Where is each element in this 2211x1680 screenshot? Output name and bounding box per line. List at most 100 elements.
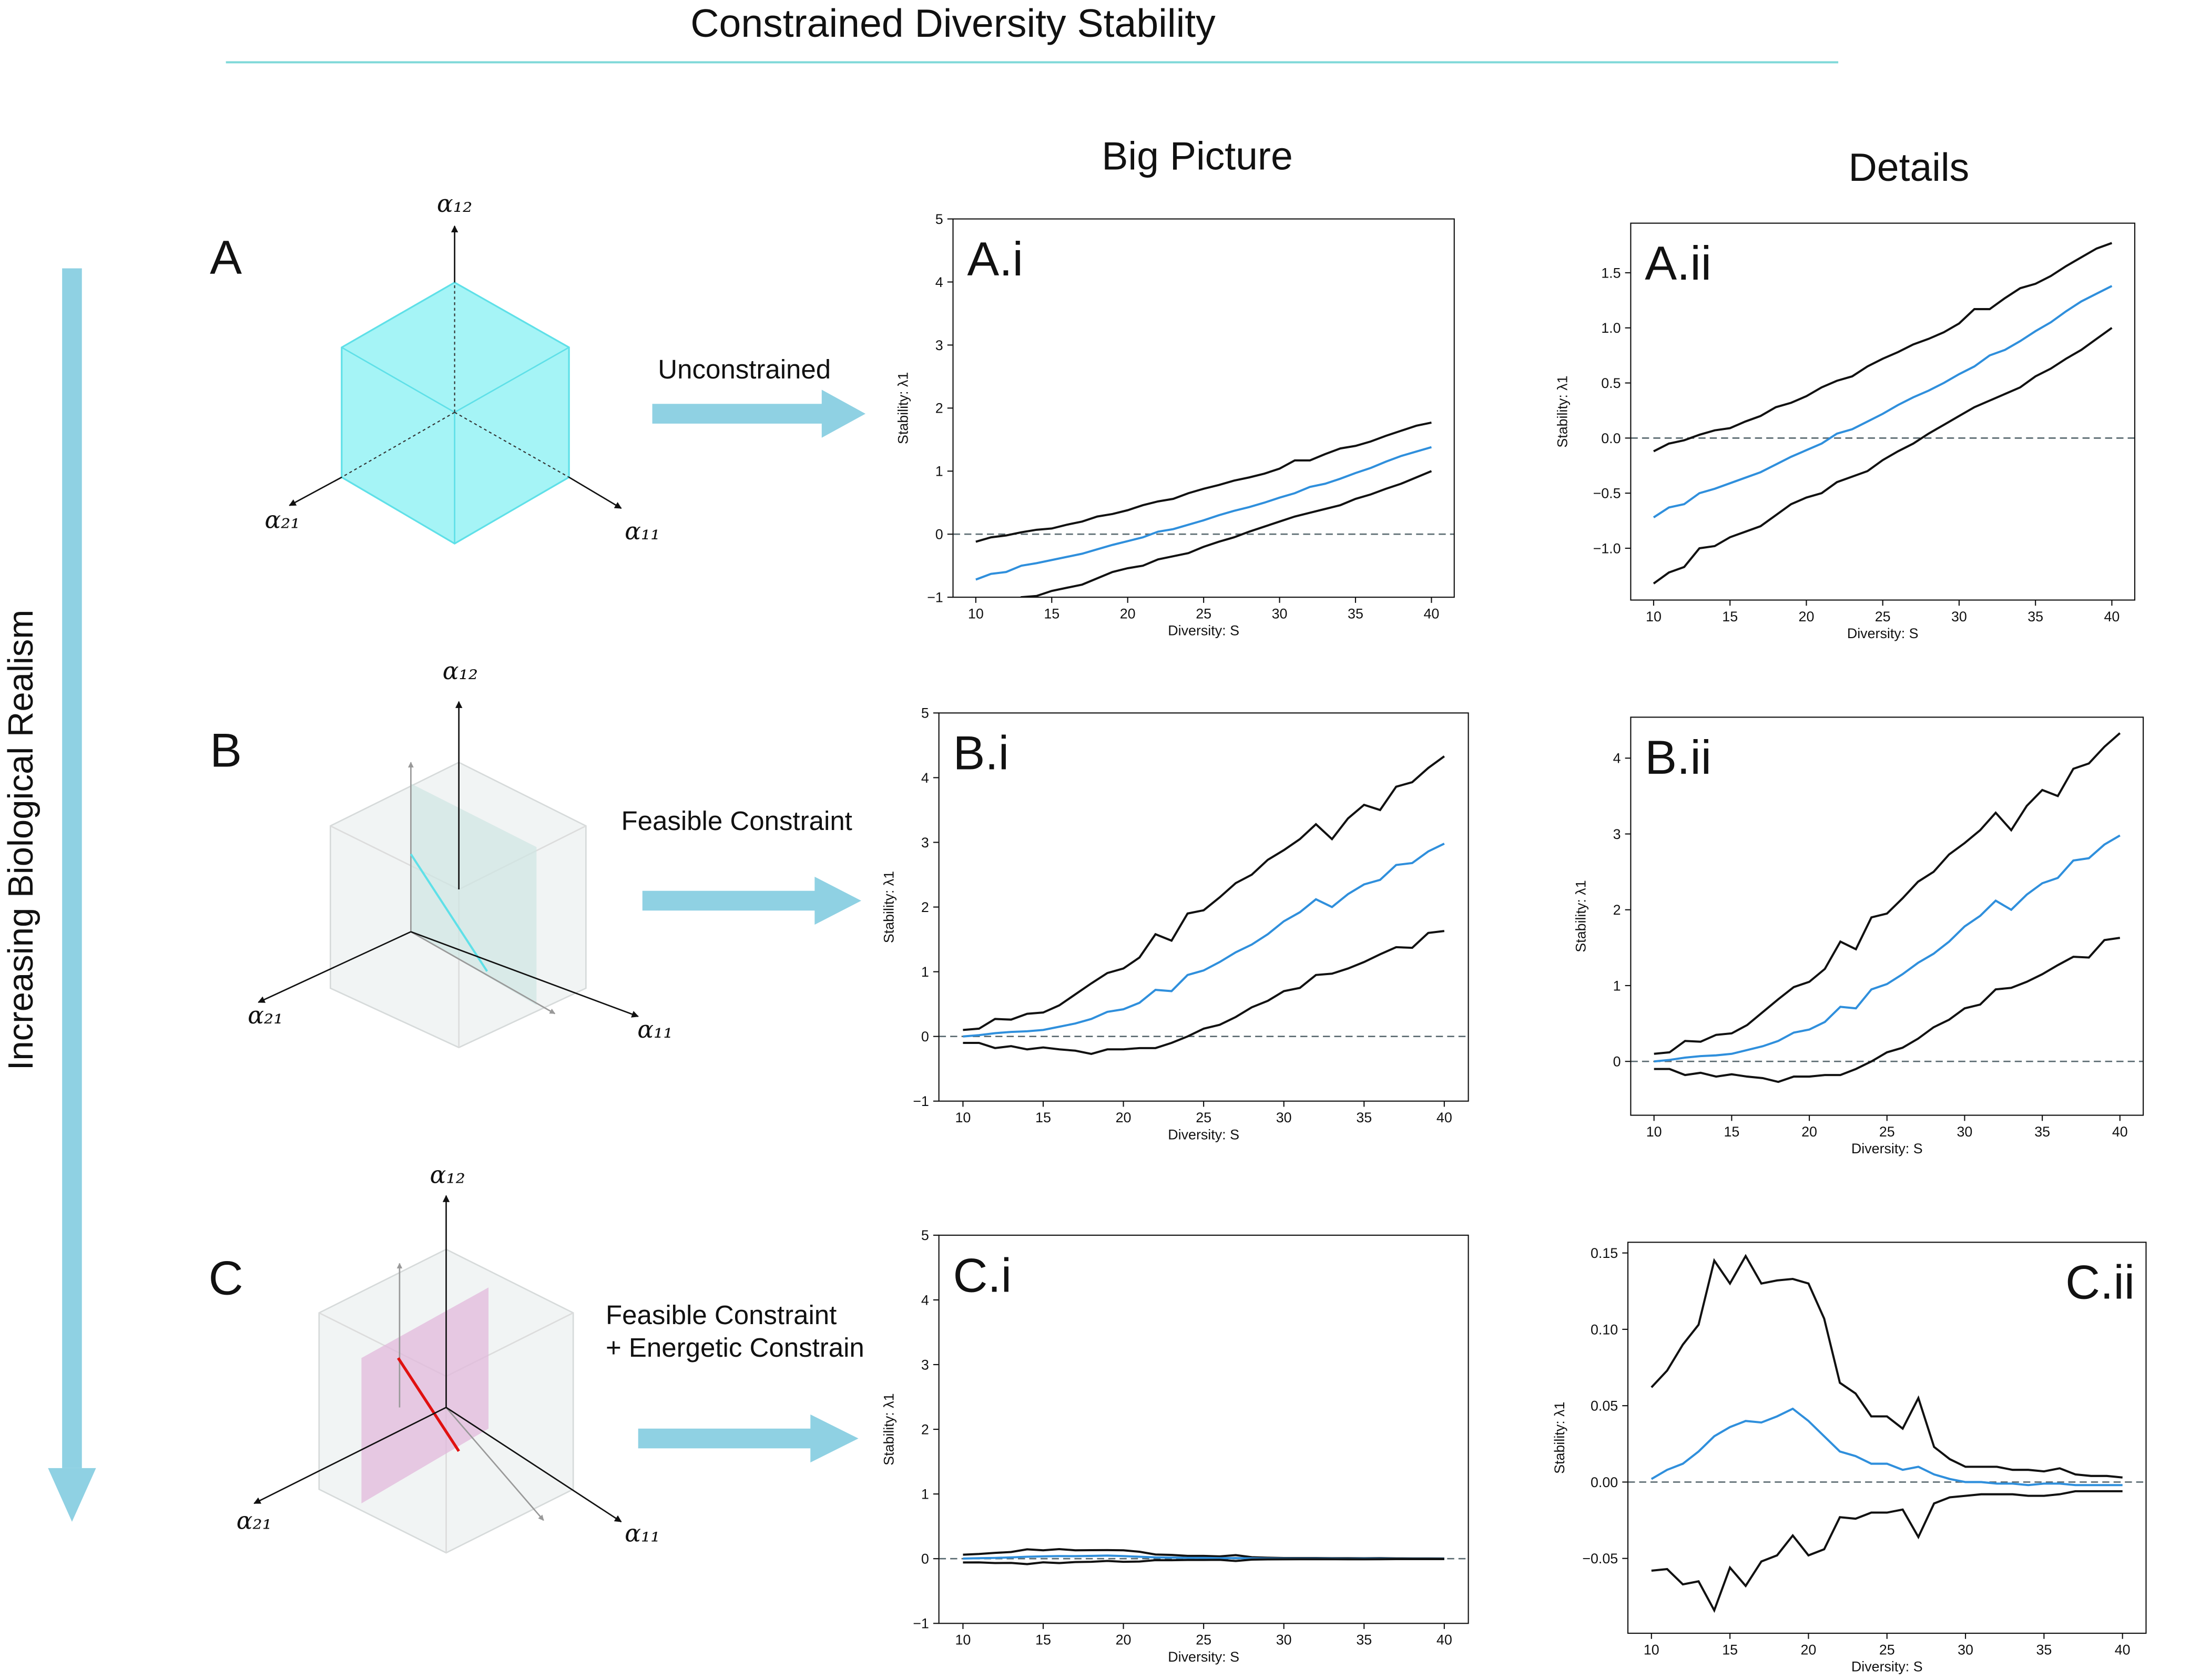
chart: 10 15 20 25 30 35 40 0 1 2 3 4 Diversity: S Stability…	[1573, 716, 2144, 1156]
realism-arrow-head	[48, 1468, 96, 1522]
flow-arrow	[652, 404, 825, 424]
arrow-label: + Energetic Constraint	[606, 1333, 872, 1363]
y-tick-label: 5	[921, 1227, 929, 1243]
arrow-label: Unconstrained	[658, 354, 831, 384]
x-tick-label: 10	[1644, 1642, 1659, 1657]
chart: 10 15 20 25 30 35 40 −1 0 1 2 3 4 5 Diversity: S Stabil…	[881, 705, 1469, 1142]
series-line	[1653, 285, 2113, 518]
axis	[253, 1407, 447, 1504]
series-line	[1019, 470, 1432, 598]
y-tick-label: 3	[1613, 826, 1621, 842]
axis-label: α₁₁	[637, 1016, 673, 1043]
x-tick-label: 10	[968, 606, 984, 621]
y-tick-label: 4	[921, 1292, 929, 1308]
diagram-c: α₁₂ α₂₁ α₁₁	[237, 1161, 660, 1554]
axis	[410, 931, 639, 1018]
series-line	[1651, 1490, 2123, 1613]
chart: 10 15 20 25 30 35 40 −1 0 1 2 3 4 5 Diversity: S Stabil…	[881, 1227, 1469, 1665]
axis-label: α₁₁	[625, 517, 660, 545]
x-tick-label: 35	[2036, 1642, 2052, 1657]
x-tick-label: 25	[1196, 1110, 1211, 1125]
x-tick-label: 35	[1356, 1632, 1372, 1648]
x-tick-label: 25	[1879, 1642, 1895, 1657]
x-tick-label: 35	[1348, 606, 1363, 621]
y-tick-label: 0	[935, 527, 943, 542]
series-line	[963, 843, 1445, 1038]
y-tick-label: −1	[927, 590, 943, 606]
x-tick-label: 40	[1436, 1110, 1452, 1125]
y-axis-label: Stability: λ1	[895, 372, 911, 444]
flow-arrow	[638, 1428, 813, 1449]
cube-hidden-edge	[341, 282, 569, 478]
plot-frame	[1630, 222, 2136, 601]
panel-label: A.i	[967, 232, 1023, 286]
y-tick-label: 3	[921, 835, 929, 851]
y-tick-label: 1.0	[1601, 320, 1621, 336]
row-label: A	[210, 231, 242, 284]
arrow-labels: Unconstrained Feasible Constraint Feasib…	[606, 354, 872, 1363]
plot-frame	[938, 1234, 1469, 1624]
y-tick-label: 1	[935, 464, 943, 479]
x-tick-label: 30	[1958, 1642, 1973, 1657]
x-tick-label: 15	[1035, 1632, 1051, 1648]
panel-label: B.ii	[1645, 731, 1711, 784]
x-tick-label: 30	[1276, 1110, 1292, 1125]
x-tick-label: 20	[1116, 1632, 1132, 1648]
realism-arrow-shaft	[62, 268, 82, 1468]
x-tick-label: 10	[955, 1632, 971, 1648]
y-tick-label: 0.15	[1591, 1245, 1618, 1261]
x-tick-label: 15	[1722, 609, 1738, 624]
x-tick-label: 40	[2115, 1642, 2131, 1657]
x-axis-label: Diversity: S	[1168, 1649, 1239, 1665]
y-tick-label: 2	[921, 899, 929, 915]
constrained-line	[396, 1357, 460, 1452]
x-tick-label: 10	[955, 1110, 971, 1125]
y-tick-label: 3	[921, 1357, 929, 1372]
y-tick-label: 0	[1613, 1054, 1621, 1070]
axis	[445, 1407, 622, 1523]
x-tick-label: 20	[1799, 609, 1815, 624]
series-line	[1653, 327, 2113, 585]
y-tick-label: 5	[935, 211, 943, 227]
axis	[445, 1407, 544, 1521]
y-axis-label: Stability: λ1	[1552, 1402, 1567, 1474]
x-tick-label: 40	[2104, 609, 2120, 624]
axis	[410, 931, 556, 1015]
y-tick-label: 1.5	[1601, 265, 1621, 281]
y-axis-label: Stability: λ1	[881, 871, 897, 943]
y-axis-label: Stability: λ1	[1573, 880, 1588, 952]
y-tick-label: −0.5	[1593, 486, 1621, 501]
axis-label: α₁₂	[443, 657, 478, 685]
axis-label: α₂₁	[248, 1001, 283, 1029]
y-tick-label: −0.05	[1582, 1551, 1618, 1566]
y-tick-label: 0.5	[1601, 375, 1621, 391]
x-tick-label: 40	[1436, 1632, 1452, 1648]
x-tick-label: 10	[1646, 1124, 1662, 1140]
series-line	[1650, 1254, 2123, 1479]
series-line	[1650, 1407, 2123, 1487]
y-tick-label: 0.00	[1591, 1474, 1618, 1490]
series-line	[975, 421, 1432, 543]
panel-label: C.i	[953, 1248, 1012, 1302]
axis-label: α₂₁	[264, 506, 300, 534]
x-axis-label: Diversity: S	[1168, 623, 1239, 639]
plane	[361, 1287, 489, 1504]
chart: 10 15 20 25 30 35 40 −0.05 0.00 0.05 0.10 0.15 Diver…	[1552, 1242, 2147, 1675]
axis	[568, 476, 622, 509]
plot-frame	[938, 712, 1469, 1102]
x-tick-label: 20	[1801, 1124, 1817, 1140]
y-tick-label: 0	[921, 1029, 929, 1044]
panel-label: B.i	[953, 726, 1010, 780]
x-tick-label: 30	[1957, 1124, 1973, 1140]
x-tick-label: 20	[1120, 606, 1136, 621]
y-tick-label: 2	[921, 1421, 929, 1437]
x-tick-label: 30	[1272, 606, 1288, 621]
y-tick-label: 1	[921, 1487, 929, 1502]
y-tick-label: −1.0	[1593, 540, 1621, 556]
diagram-b: α₁₂ α₂₁ α₁₁	[248, 657, 673, 1049]
y-tick-label: 1	[921, 964, 929, 980]
y-tick-label: 5	[921, 705, 929, 721]
series-line	[963, 930, 1445, 1055]
